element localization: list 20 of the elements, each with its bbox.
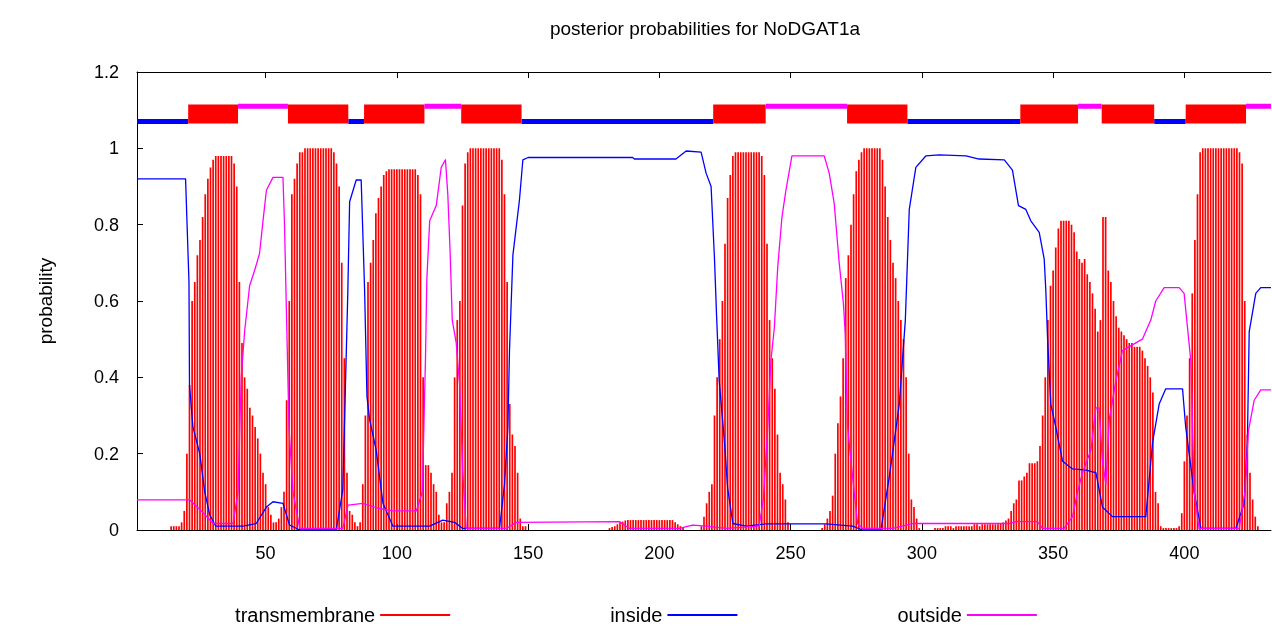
y-tick-label: 0.2	[93, 443, 119, 464]
x-tick-label: 50	[255, 543, 276, 563]
y-tick-label: 0.8	[93, 214, 119, 235]
x-tick-label: 350	[1038, 543, 1069, 563]
x-tick-label: 250	[775, 543, 806, 563]
y-tick-label: 1	[108, 138, 119, 159]
chart-title: posterior probabilities for NoDGAT1a	[549, 18, 861, 39]
x-tick-label: 100	[381, 543, 412, 563]
legend-label: inside	[610, 604, 663, 626]
x-tick-label: 150	[513, 543, 544, 563]
x-tick-label: 400	[1169, 543, 1200, 563]
y-tick-label: 1.2	[93, 62, 119, 82]
y-tick-label: 0.6	[93, 291, 119, 311]
legend-label: outside	[897, 604, 962, 626]
x-tick-label: 200	[644, 543, 675, 563]
x-tick-label: 300	[906, 543, 937, 563]
y-tick-label: 0.4	[93, 367, 119, 388]
y-axis-title: probability	[35, 257, 56, 345]
legend-label: transmembrane	[235, 604, 376, 626]
y-tick-label: 0	[108, 520, 119, 540]
